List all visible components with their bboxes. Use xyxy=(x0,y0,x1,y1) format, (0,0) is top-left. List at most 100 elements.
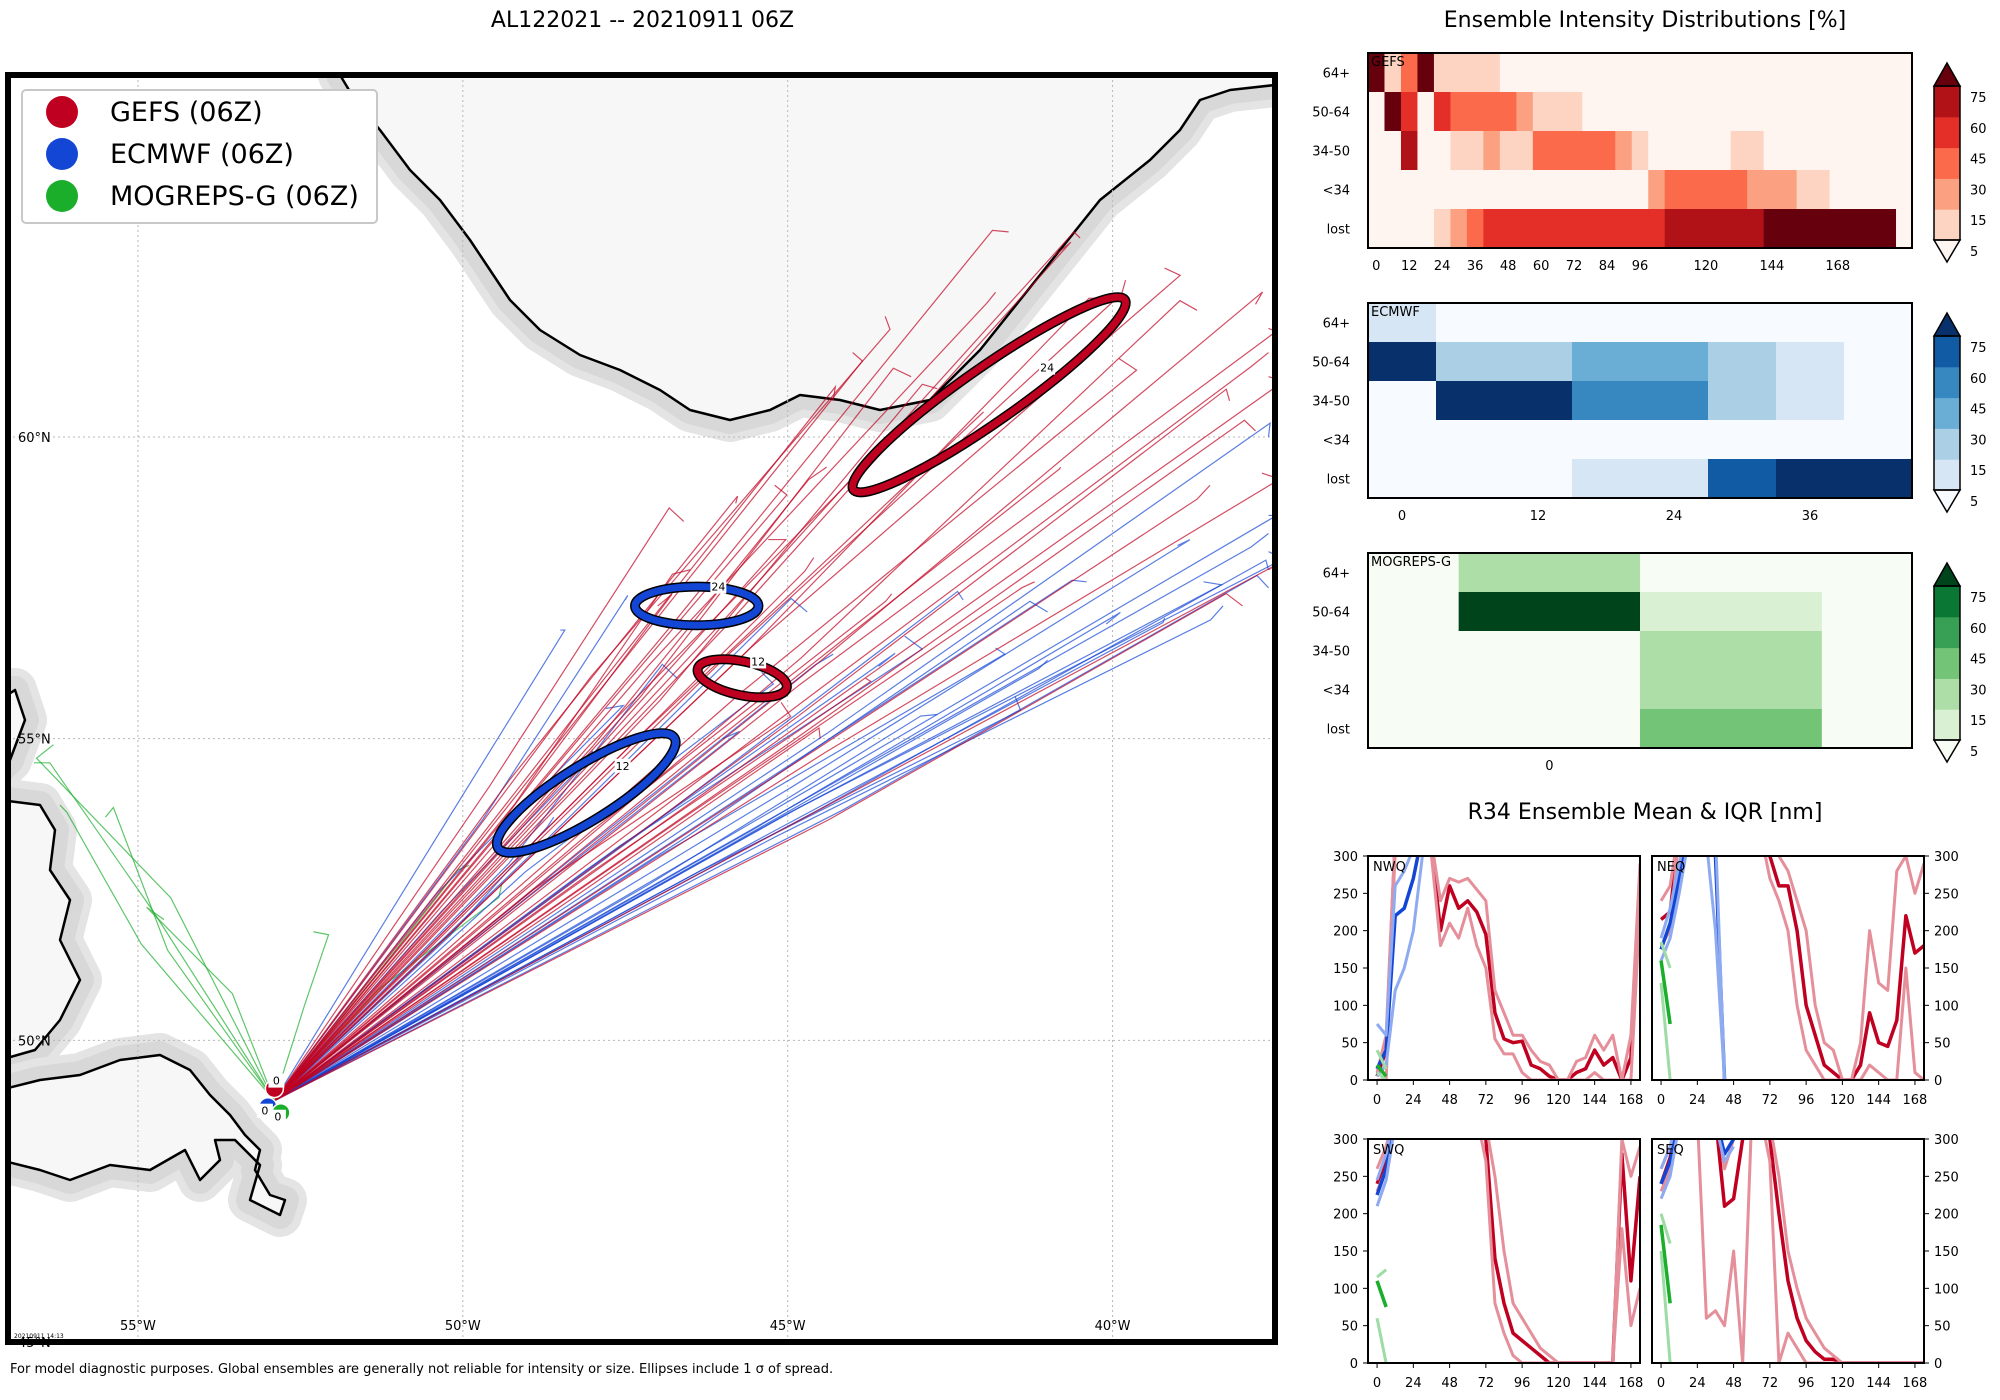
r34-y-tick-label: 100 xyxy=(1934,1282,1959,1297)
colorbar-tick-label: 15 xyxy=(1970,714,1987,729)
heatmap-cell xyxy=(1368,131,1385,171)
r34-x-tick-label: 72 xyxy=(1762,1093,1779,1108)
heatmap-cell xyxy=(1681,92,1699,132)
mogreps-track xyxy=(35,744,275,1101)
heatmap-cell xyxy=(1780,170,1798,210)
heatmap-cell xyxy=(1714,131,1732,171)
ecmwf-ellipse-0h xyxy=(258,1096,278,1117)
heatmap-cell xyxy=(1532,131,1550,171)
r34-panel-nwq: NWQ 0 24 48 72 96 120 144 168 0 50 100 150 200 250 300 xyxy=(1333,850,1643,1108)
heatmap-cell xyxy=(1384,131,1402,171)
ecmwf-track xyxy=(274,579,1087,1102)
ecmwf-ellipse-ring xyxy=(493,729,680,857)
r34-y-tick-label: 150 xyxy=(1934,1245,1959,1260)
heatmap-x-tick-label: 48 xyxy=(1500,259,1517,274)
heatmap-cell xyxy=(1780,131,1798,171)
ellipse-hour-label: 24 xyxy=(1039,360,1056,375)
heatmap-cell xyxy=(1436,420,1505,460)
heatmap-cell xyxy=(1516,92,1534,132)
heatmap-cell xyxy=(1640,303,1709,343)
gefs-iqr-line xyxy=(1375,1139,1640,1363)
heatmap-cell xyxy=(1681,209,1699,249)
heatmap-cell xyxy=(1631,209,1649,249)
heatmap-y-tick-label: lost xyxy=(1327,473,1350,488)
heatmap-cell xyxy=(1458,709,1641,749)
heatmap-cell xyxy=(1368,420,1437,460)
colorbar-frame xyxy=(1933,585,1961,741)
heatmap-cell xyxy=(1368,92,1385,132)
ecmwf-track xyxy=(274,605,1224,1102)
ellipse-hour-label-text: 24 xyxy=(1040,362,1054,375)
gefs-iqr-line xyxy=(1375,1139,1640,1363)
colorbar-segment xyxy=(1934,616,1960,649)
r34-quadrant-label: SWQ xyxy=(1373,1143,1404,1158)
heatmap-cell xyxy=(1640,459,1709,499)
heatmap-cell xyxy=(1368,209,1385,249)
heatmap-cell xyxy=(1829,131,1847,171)
ecmwf-start-marker xyxy=(258,1096,278,1117)
r34-series-group xyxy=(1659,1139,1924,1363)
heatmap-cell xyxy=(1846,131,1864,171)
heatmap-x-tick-label: 72 xyxy=(1566,259,1583,274)
heatmap-cell xyxy=(1384,92,1402,132)
r34-y-tick-label: 300 xyxy=(1934,850,1959,865)
ecmwf-track xyxy=(273,595,629,1102)
heatmap-cell xyxy=(1776,381,1845,421)
heatmap-cell xyxy=(1697,53,1715,93)
lon-tick-label: 45°W xyxy=(770,1319,806,1334)
r34-x-tick-label: 120 xyxy=(1830,1093,1855,1108)
heatmap-y-tick-label: <34 xyxy=(1323,684,1350,699)
mogreps-iqr-line xyxy=(1375,1317,1388,1363)
gefs-track xyxy=(274,581,1035,1102)
ecmwf-iqr-line xyxy=(1375,856,1424,1078)
gefs-track xyxy=(273,557,815,1102)
ecmwf-track xyxy=(274,590,964,1102)
legend-label-2: MOGREPS-G (06Z) xyxy=(110,181,359,212)
ecmwf-track xyxy=(274,514,1275,1102)
heatmap-cell xyxy=(1648,209,1666,249)
heatmap-background xyxy=(1368,553,1912,748)
heatmap-cell xyxy=(1598,209,1616,249)
r34-panel-frame xyxy=(1367,1138,1641,1364)
colorbar-max-extension xyxy=(1932,311,1962,337)
heatmap-cell xyxy=(1400,170,1418,210)
heatmap-cell xyxy=(1417,209,1435,249)
heatmap-cell xyxy=(1417,53,1435,93)
ecmwf-track xyxy=(274,617,1166,1102)
heatmap-cell xyxy=(1862,170,1880,210)
gefs-mean-line xyxy=(1659,856,1924,1080)
heatmap-cell xyxy=(1572,420,1641,460)
heatmap-cell xyxy=(1862,92,1880,132)
r34-y-tick-label: 0 xyxy=(1350,1074,1358,1089)
r34-y-tick-label: 200 xyxy=(1333,925,1358,940)
gefs-track xyxy=(273,438,893,1102)
heatmap-cell xyxy=(1730,170,1748,210)
ecmwf-iqr-line xyxy=(1659,1139,1727,1170)
heatmap-cell xyxy=(1862,209,1880,249)
heatmap-background xyxy=(1368,53,1912,248)
r34-y-tick-label: 0 xyxy=(1350,1357,1358,1372)
heatmap-cell xyxy=(1582,209,1600,249)
mogreps-track xyxy=(146,906,275,1101)
footnote: For model diagnostic purposes. Global en… xyxy=(10,1362,834,1377)
heatmap-cell xyxy=(1483,170,1501,210)
ellipse-hour-label: 12 xyxy=(614,758,631,773)
gefs-track xyxy=(274,484,1211,1102)
mogreps-mean-line xyxy=(1375,1063,1388,1078)
heatmap-cell xyxy=(1862,53,1880,93)
r34-y-tick-label: 250 xyxy=(1934,887,1959,902)
heatmap-cell xyxy=(1499,92,1517,132)
ecmwf-track xyxy=(273,704,625,1102)
r34-panel-background xyxy=(1652,1139,1924,1363)
map-frame xyxy=(5,72,1278,1345)
colorbar-segment xyxy=(1934,116,1960,149)
heatmap-cell xyxy=(1708,381,1777,421)
greenland-landmass-halo-outer xyxy=(318,75,1275,442)
r34-x-tick-label: 48 xyxy=(1725,1093,1742,1108)
colorbar-min-extension xyxy=(1932,739,1962,764)
heatmap-x-tick-label: 144 xyxy=(1759,259,1784,274)
heatmap-cell xyxy=(1572,303,1641,343)
gefs-track xyxy=(274,593,893,1102)
r34-y-tick-label: 0 xyxy=(1934,1074,1942,1089)
